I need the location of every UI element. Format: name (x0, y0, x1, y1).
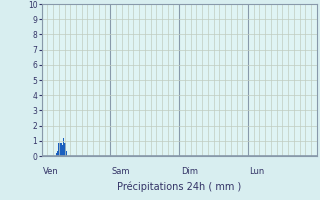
Text: Dim: Dim (181, 167, 198, 176)
Text: Sam: Sam (112, 167, 131, 176)
Bar (61, 143, 62, 156)
Bar (66, 151, 67, 156)
Bar (65, 143, 66, 156)
Bar (60, 143, 61, 156)
Text: Ven: Ven (43, 167, 59, 176)
Bar (63, 138, 64, 156)
Bar (59, 143, 60, 156)
Text: Lun: Lun (250, 167, 265, 176)
Bar (62, 145, 63, 156)
Bar (57, 151, 58, 156)
Bar (64, 143, 65, 156)
Text: Précipitations 24h ( mm ): Précipitations 24h ( mm ) (117, 182, 241, 192)
Bar (58, 143, 59, 156)
